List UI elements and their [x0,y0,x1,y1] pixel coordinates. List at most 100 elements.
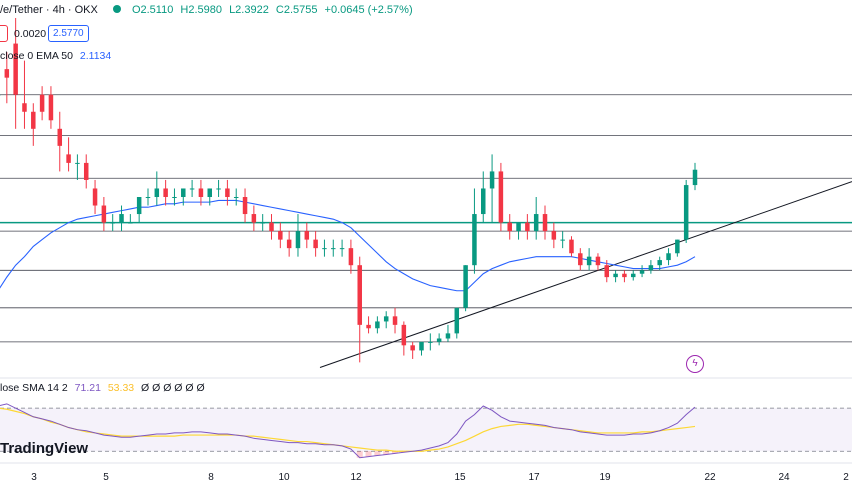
candle-body[interactable] [163,188,168,197]
candle-body[interactable] [75,162,80,164]
candle-body[interactable] [419,341,424,351]
candle-body[interactable] [189,188,195,190]
ohlc-close: C2.5755 [275,4,318,16]
candle-body[interactable] [498,171,504,223]
candle-body[interactable] [145,197,151,198]
x-tick-label: 24 [778,472,790,483]
candle-body[interactable] [657,260,662,266]
rsi-line [0,403,696,459]
candle-body[interactable] [516,222,521,232]
candle-body[interactable] [401,324,407,346]
sell-button[interactable] [0,25,8,42]
candle-body[interactable] [666,253,671,261]
candle-body[interactable] [542,214,548,232]
ema-legend-label: close 0 EMA 50 [0,50,73,62]
candle-body[interactable] [533,214,539,232]
x-tick-label: 5 [103,472,109,483]
candle-body[interactable] [83,162,89,180]
candle-body[interactable] [278,231,283,240]
candle-body[interactable] [630,273,636,278]
candle-body[interactable] [110,222,115,224]
candle-body[interactable] [39,94,45,112]
candle-body[interactable] [392,316,398,325]
candle-body[interactable] [560,239,565,241]
candle-body[interactable] [454,307,460,334]
candle-body[interactable] [595,256,601,266]
candle-body[interactable] [489,171,495,189]
candle-body[interactable] [578,253,583,266]
candle-body[interactable] [225,188,230,197]
candle-body[interactable] [622,273,627,278]
candle-body[interactable] [128,222,133,224]
candle-body[interactable] [366,324,371,329]
candle-body[interactable] [348,248,354,266]
candle-body[interactable] [181,188,186,197]
candle-body[interactable] [357,265,362,325]
candle-body[interactable] [233,197,239,198]
candle-body[interactable] [286,239,292,249]
flash-icon[interactable]: ϟ [686,355,704,373]
candle-body[interactable] [57,128,63,146]
ohlc-open: O2.5110 [131,4,174,16]
candle-body[interactable] [331,248,336,250]
candle-body[interactable] [322,248,327,250]
candle-body[interactable] [639,270,645,274]
candle-body[interactable] [375,321,380,329]
candle-body[interactable] [269,222,274,232]
candle-body[interactable] [525,222,530,232]
candle-body[interactable] [648,265,654,271]
candle-body[interactable] [586,256,592,266]
candle-body[interactable] [683,185,689,240]
candle-body[interactable] [675,239,680,254]
candle-body[interactable] [551,231,557,240]
candle-body[interactable] [13,43,18,95]
horizontal-levels [0,94,852,343]
candle-body[interactable] [604,265,610,278]
ema-legend[interactable]: close 0 EMA 50 2.1134 [0,50,111,62]
candle-body[interactable] [119,214,124,223]
candle-body[interactable] [207,188,212,197]
candle-body[interactable] [463,265,468,308]
x-tick-label: 8 [208,472,214,483]
candle-body[interactable] [136,197,142,215]
rsi-legend[interactable]: lose SMA 14 2 71.21 53.33 Ø Ø Ø Ø Ø Ø [0,382,205,394]
symbol-title[interactable]: /e/Tether · 4h · OKX [0,4,98,16]
candle-body[interactable] [4,69,10,78]
candle-body[interactable] [22,103,27,112]
candle-body[interactable] [260,222,265,224]
x-tick-label: 10 [278,472,290,483]
candle-body[interactable] [613,273,618,278]
candle-body[interactable] [304,231,310,240]
candle-body[interactable] [472,214,477,266]
candle-body[interactable] [410,345,415,351]
rsi-legend-extras: Ø Ø Ø Ø Ø Ø [141,382,205,394]
candle-body[interactable] [481,188,486,215]
candle-body[interactable] [445,333,451,339]
candle-body[interactable] [692,169,698,186]
x-tick-label: 3 [31,472,37,483]
buy-button[interactable]: 2.5770 [48,25,89,42]
candle-body[interactable] [428,341,433,343]
candle-body[interactable] [569,239,574,254]
candle-body[interactable] [339,248,345,250]
candle-body[interactable] [436,338,442,342]
candle-body[interactable] [198,188,204,197]
candle-body[interactable] [154,188,160,197]
candle-body[interactable] [383,316,389,322]
candle-body[interactable] [313,239,318,249]
tradingview-logo[interactable]: TradingView [0,440,89,457]
candle-body[interactable] [295,231,301,249]
candle-body[interactable] [101,205,107,223]
candle-body[interactable] [242,197,248,215]
spread-value: 0.0020 [14,28,47,40]
trend-line[interactable] [319,181,852,368]
candle-body[interactable] [48,94,54,121]
candle-body[interactable] [251,214,257,223]
candle-body[interactable] [92,188,98,206]
candle-body[interactable] [66,154,71,163]
candle-body[interactable] [172,197,177,198]
candle-body[interactable] [216,188,221,190]
candle-body[interactable] [507,222,512,232]
candle-body[interactable] [31,111,36,129]
